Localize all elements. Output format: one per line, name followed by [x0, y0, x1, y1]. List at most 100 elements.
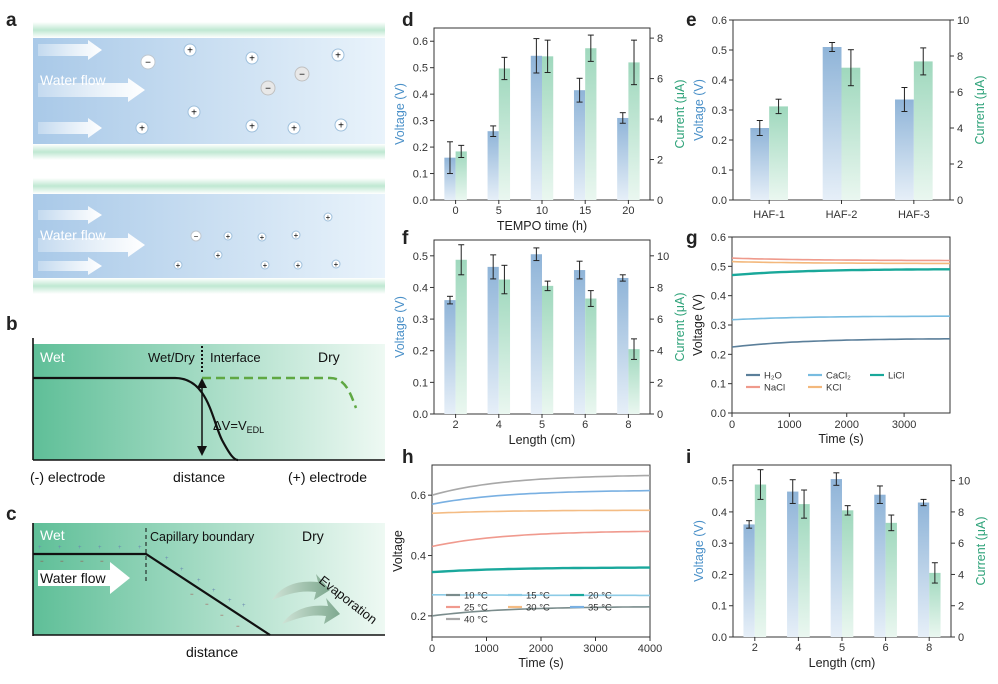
y-tick-label: 0.1 — [712, 601, 727, 613]
panel-label-b: b — [6, 314, 18, 335]
svg-text:−: − — [80, 559, 84, 565]
svg-text:+: + — [216, 251, 221, 260]
flow-arrow-3 — [38, 118, 102, 138]
current-bar — [913, 61, 933, 201]
svg-text:+: + — [263, 261, 268, 270]
y-tick-label: 0.2 — [711, 349, 726, 361]
y-tick-label: 0.5 — [712, 45, 727, 57]
y-axis-label: Voltage (V) — [692, 520, 706, 582]
panel-label-i: i — [686, 447, 691, 468]
svg-text:+: + — [326, 213, 331, 222]
y-tick-label: 0.6 — [411, 490, 426, 502]
current-bar — [542, 56, 554, 201]
y-tick-label: 0.5 — [711, 261, 726, 273]
legend-label: 40 °C — [464, 615, 488, 626]
ions-1: − + + − − + + + + + + — [135, 43, 348, 135]
svg-text:+: + — [226, 232, 231, 241]
y-tick-label: 0.2 — [411, 611, 426, 623]
x-tick-label: 0 — [429, 643, 435, 655]
current-bar — [628, 349, 640, 414]
y2-axis-label: Current (μA) — [673, 292, 687, 361]
water-flow-label-1: Water flow — [40, 72, 106, 88]
current-bar — [769, 106, 788, 200]
x-axis-label: TEMPO time (h) — [497, 219, 587, 233]
y2-tick-label: 2 — [657, 155, 663, 167]
svg-text:+: + — [165, 556, 169, 562]
y2-tick-label: 2 — [958, 601, 964, 613]
x-tick-label: 5 — [539, 419, 545, 431]
y2-tick-label: 8 — [657, 282, 663, 294]
x-tick-label: 4 — [496, 419, 502, 431]
series-line — [731, 315, 950, 321]
svg-text:−: − — [236, 624, 240, 630]
svg-text:−: − — [100, 559, 104, 565]
x-tick-label: 0 — [729, 419, 735, 431]
legend-label: KCl — [826, 383, 841, 394]
voltage-bar — [750, 128, 770, 200]
series-line — [731, 268, 950, 277]
dry-curve — [202, 376, 358, 409]
x-tick-label: 5 — [496, 205, 502, 217]
svg-text:+: + — [176, 261, 181, 270]
x-tick-label: HAF-3 — [898, 209, 930, 221]
y2-tick-label: 10 — [957, 15, 969, 27]
x-tick-label: HAF-1 — [753, 209, 785, 221]
x-tick-label: 5 — [839, 642, 845, 654]
capillary-curve — [33, 552, 271, 636]
flow-arrow-c — [38, 562, 130, 594]
y2-tick-label: 8 — [958, 507, 964, 519]
y-tick-label: 0.6 — [413, 36, 428, 48]
voltage-bar — [444, 300, 456, 414]
water-flow-label-c: Water flow — [40, 570, 106, 586]
panel-b: b Wet Wet/Dry Interface Dry ΔV=VEDL (-) … — [6, 314, 385, 485]
voltage-bar — [822, 47, 842, 200]
channel-wall-bottom-2 — [33, 278, 385, 294]
y-tick-label: 0.1 — [413, 169, 428, 181]
y2-tick-label: 4 — [958, 569, 964, 581]
dry-label-c: Dry — [302, 528, 324, 544]
current-bar — [455, 259, 467, 414]
panel-label-f: f — [402, 228, 409, 249]
current-bar — [498, 279, 511, 414]
chart-g: g 0 1000 2000 3000 0.0 0.1 0.2 0.3 0.4 0.5 0.6 Volta… — [686, 228, 951, 446]
y2-tick-label: 0 — [657, 195, 663, 207]
y-tick-label: 0.0 — [712, 632, 727, 644]
legend-label: NaCl — [764, 383, 785, 394]
panel-label-g: g — [686, 228, 698, 249]
y-tick-label: 0.2 — [712, 135, 727, 147]
y2-axis-label: Current (μA) — [973, 75, 987, 144]
legend-label: CaCl₂ — [826, 371, 851, 382]
x-axis-label: Time (s) — [818, 432, 863, 446]
channel-wall-top-2 — [33, 178, 385, 194]
x-tick-label: 2000 — [529, 643, 553, 655]
legend-label: 15 °C — [526, 591, 550, 602]
svg-text:−: − — [220, 613, 224, 619]
chart-d: d 0 5 10 15 20 0.0 0.1 0.2 0.3 0.4 0.5 0.6 0 2 4 6 8 Volta… — [393, 10, 687, 233]
y-tick-label: 0.0 — [413, 195, 428, 207]
current-bar — [542, 285, 554, 414]
y-tick-label: 0.2 — [712, 569, 727, 581]
current-bar — [929, 572, 941, 637]
svg-text:+: + — [180, 567, 184, 573]
y2-tick-label: 0 — [657, 409, 663, 421]
y2-axis-label: Current (μA) — [673, 79, 687, 148]
current-bar — [628, 62, 640, 201]
x-tick-label: HAF-2 — [826, 209, 858, 221]
y-tick-label: 0.0 — [711, 408, 726, 420]
svg-text:+: + — [335, 51, 341, 62]
panel-label-h: h — [402, 447, 414, 468]
voltage-bar — [874, 494, 886, 637]
y-tick-label: 0.0 — [413, 409, 428, 421]
current-bar — [455, 151, 467, 200]
svg-text:−: − — [60, 559, 64, 565]
y-tick-label: 0.1 — [711, 379, 726, 391]
x-axis-label: Length (cm) — [509, 433, 576, 447]
series-line — [731, 257, 950, 262]
series-line — [431, 509, 650, 515]
legend-label: 25 °C — [464, 603, 488, 614]
svg-text:+: + — [334, 260, 339, 269]
series-line — [431, 489, 651, 505]
svg-text:+: + — [78, 545, 82, 551]
svg-text:−: − — [190, 592, 194, 598]
